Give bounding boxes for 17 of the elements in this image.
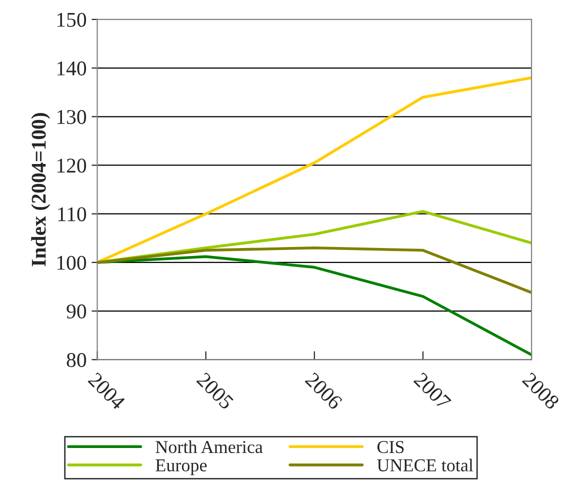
y-tick-label: 90 bbox=[66, 304, 86, 318]
legend-label: Europe bbox=[156, 459, 207, 476]
y-tick-label: 80 bbox=[66, 353, 86, 368]
line-series bbox=[97, 76, 532, 264]
line-series bbox=[97, 246, 532, 294]
y-tick-label: 110 bbox=[58, 207, 86, 222]
x-tick-label: 2007 bbox=[413, 372, 452, 410]
y-tick-label: 150 bbox=[57, 12, 86, 27]
y-tick-label: 100 bbox=[57, 256, 86, 270]
legend-label: CIS bbox=[377, 441, 404, 454]
legend-label: UNECE total bbox=[377, 458, 474, 472]
line-series bbox=[97, 255, 532, 356]
y-tick-label: 130 bbox=[57, 110, 86, 124]
y-axis-title: Index (2004=100) bbox=[31, 113, 50, 266]
y-tick-label: 140 bbox=[57, 61, 86, 76]
y-tick-label: 120 bbox=[57, 158, 86, 173]
legend-label: North America bbox=[156, 440, 263, 454]
